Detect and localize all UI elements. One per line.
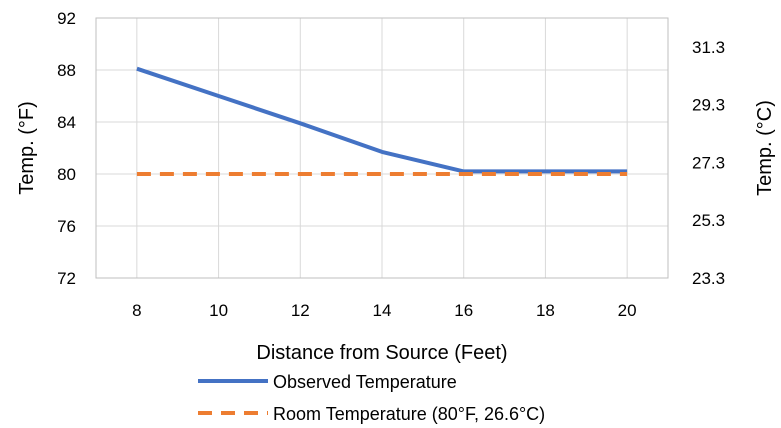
x-tick-label: 12 — [291, 301, 310, 320]
legend-label-observed: Observed Temperature — [273, 372, 457, 392]
series-line-observed — [136, 66, 628, 174]
y-tick-label: 80 — [57, 165, 76, 184]
y-tick-label: 84 — [57, 113, 76, 132]
y2-tick-label: 31.3 — [692, 38, 725, 57]
series-layer — [136, 66, 628, 176]
tick-labels: 8 10 12 14 16 18 20 72 76 80 84 88 92 23.3 25.3 27.3 29.… — [57, 9, 725, 320]
x-tick-label: 14 — [373, 301, 392, 320]
y2-tick-label: 23.3 — [692, 269, 725, 288]
legend-label-room: Room Temperature (80°F, 26.6°C) — [273, 404, 545, 424]
y2-tick-label: 29.3 — [692, 96, 725, 115]
x-tick-label: 18 — [536, 301, 555, 320]
y-axis-title: Temp. (°F) — [16, 101, 38, 195]
gridlines — [96, 18, 668, 278]
x-tick-label: 10 — [209, 301, 228, 320]
y2-tick-label: 25.3 — [692, 211, 725, 230]
x-axis-title: Distance from Source (Feet) — [256, 342, 507, 364]
y-tick-label: 72 — [57, 269, 76, 288]
x-tick-label: 8 — [132, 301, 141, 320]
plot-area-border — [95, 17, 669, 279]
y-tick-label: 92 — [57, 9, 76, 28]
legend: Observed Temperature Room Temperature (8… — [198, 372, 545, 424]
y2-tick-label: 27.3 — [692, 153, 725, 172]
x-tick-label: 16 — [454, 301, 473, 320]
y-tick-label: 76 — [57, 217, 76, 236]
y-tick-label: 88 — [57, 61, 76, 80]
x-tick-label: 20 — [618, 301, 637, 320]
y2-axis-title: Temp. (°C) — [754, 100, 776, 196]
